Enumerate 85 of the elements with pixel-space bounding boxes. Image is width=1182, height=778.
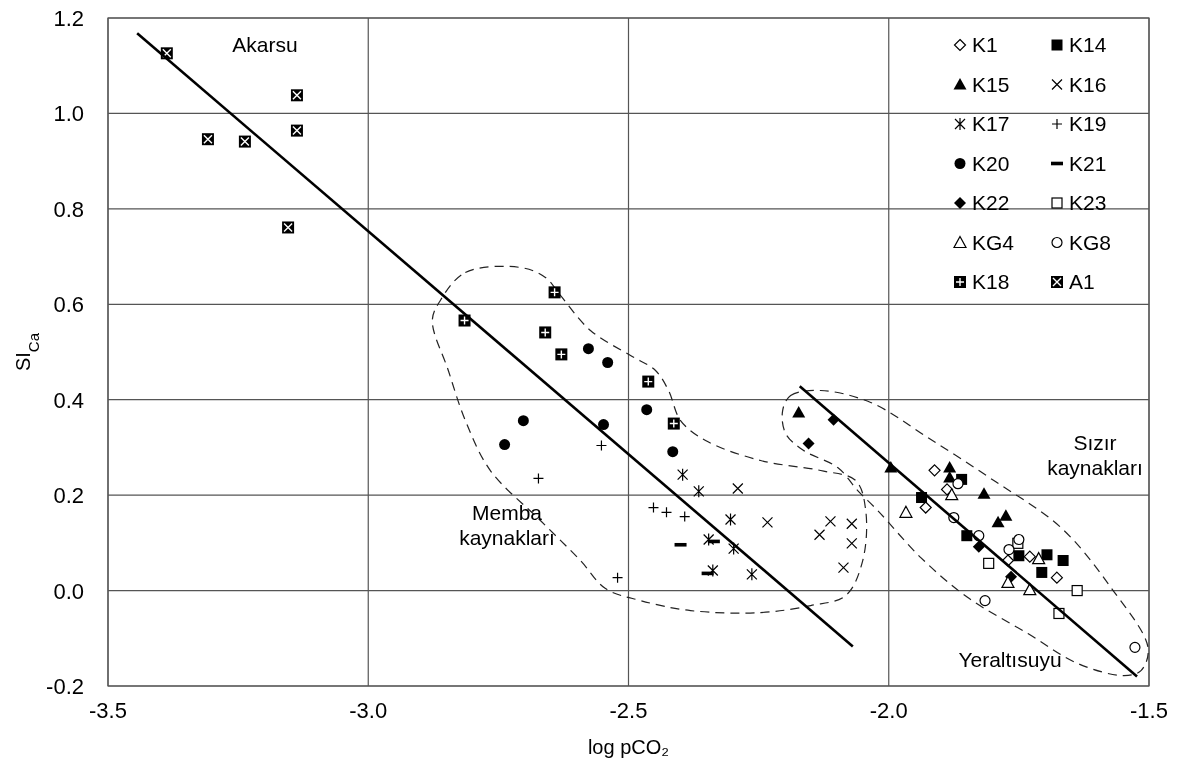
point (802, 437, 815, 450)
x-tick-label: -2.0 (869, 698, 908, 723)
y-tick-label: 1.2 (53, 6, 84, 31)
point (1003, 543, 1015, 556)
annotation: Sızır kaynakları (1047, 431, 1143, 479)
legend-label: K17 (972, 112, 1010, 135)
point (952, 478, 964, 490)
point (1001, 575, 1015, 589)
point (979, 594, 991, 607)
y-tick-label: 0.4 (53, 387, 84, 413)
point (945, 488, 959, 501)
point (1041, 549, 1053, 561)
legend-label: K20 (972, 151, 1010, 175)
point (1013, 533, 1025, 546)
point (943, 460, 957, 473)
y-tick-label: 0.0 (53, 578, 84, 604)
x-tick-label: -2.5 (609, 698, 648, 723)
legend-label: K23 (1069, 191, 1107, 214)
legend-label: KG4 (972, 230, 1015, 254)
y-tick-label: 0.8 (53, 196, 84, 222)
legend-label: K21 (1069, 151, 1107, 175)
point (602, 357, 614, 368)
y-tick-label: 0.6 (53, 292, 84, 318)
point (761, 516, 774, 528)
point (846, 518, 858, 530)
point (693, 484, 705, 498)
point (677, 468, 689, 482)
point (611, 572, 624, 584)
point (499, 439, 511, 451)
y-tick-label: 1.0 (53, 101, 84, 127)
point (724, 512, 737, 527)
annotation: Akarsu (232, 33, 298, 56)
point (824, 515, 837, 527)
legend-label: K15 (972, 72, 1010, 96)
point (582, 343, 594, 355)
annotation: Memba kaynakları (459, 501, 555, 549)
legend-label: KG8 (1069, 230, 1112, 254)
point (1023, 550, 1036, 563)
point (837, 562, 850, 574)
point (703, 532, 715, 547)
point (532, 472, 545, 485)
point (1013, 550, 1025, 562)
point (732, 482, 744, 495)
point (517, 415, 529, 427)
legend-label: K18 (972, 270, 1010, 293)
point (1071, 584, 1083, 597)
annotation: Yeraltısuyu (958, 648, 1062, 671)
point (647, 501, 660, 514)
point (595, 439, 608, 452)
x-tick-label: -1.5 (1130, 698, 1168, 723)
point (919, 501, 932, 514)
point (899, 505, 913, 518)
point (728, 541, 740, 556)
x-tick-label: -3.0 (349, 698, 388, 723)
point (667, 446, 679, 458)
legend-label: K22 (972, 191, 1010, 214)
point (746, 567, 758, 581)
point (1036, 566, 1048, 578)
legend-label: K19 (1069, 112, 1107, 135)
point (598, 419, 610, 431)
legend-label: K14 (1069, 33, 1107, 56)
point (660, 506, 673, 518)
point (1032, 552, 1046, 565)
point (641, 404, 653, 416)
point (983, 557, 995, 569)
x-tick-label: -3.5 (89, 698, 127, 723)
point (928, 464, 941, 477)
point (1050, 571, 1063, 584)
point (707, 563, 719, 578)
point (792, 406, 806, 418)
y-tick-label: -0.2 (46, 674, 84, 699)
point (679, 511, 691, 523)
legend-label: K1 (972, 33, 998, 56)
point (846, 537, 858, 549)
legend-label: K16 (1069, 72, 1107, 96)
point (813, 529, 826, 541)
x-axis-title: log pCO₂ (587, 736, 670, 758)
point (1057, 555, 1069, 567)
point (1023, 583, 1037, 596)
y-tick-label: 0.2 (53, 483, 84, 509)
point (991, 515, 1005, 528)
point (1129, 641, 1141, 653)
legend-label: A1 (1069, 270, 1095, 293)
point (977, 487, 991, 499)
point (999, 509, 1013, 521)
